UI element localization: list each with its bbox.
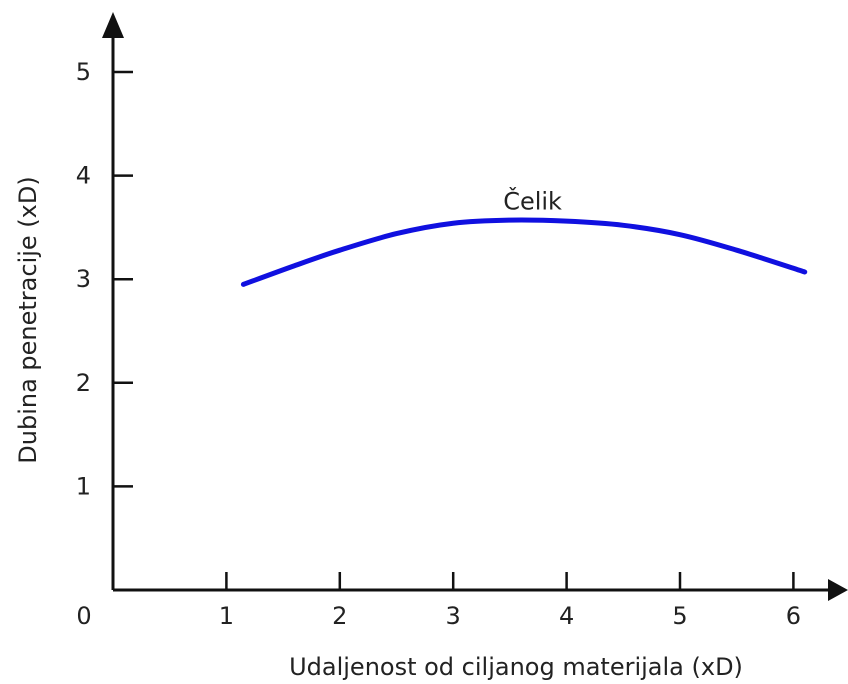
series-annotation-label: Čelik xyxy=(503,186,562,216)
x-tick-label: 5 xyxy=(672,602,687,630)
y-tick-label: 4 xyxy=(76,162,91,190)
x-tick-label: 6 xyxy=(786,602,801,630)
y-tick-label: 2 xyxy=(76,369,91,397)
x-tick-label: 1 xyxy=(219,602,234,630)
x-ticks: 1 2 3 4 5 6 xyxy=(219,572,801,630)
y-tick-label: 3 xyxy=(76,265,91,293)
x-axis-title: Udaljenost od ciljanog materijala (xD) xyxy=(289,653,743,681)
y-tick-label: 1 xyxy=(76,472,91,500)
series-line-celik xyxy=(240,217,808,287)
x-tick-label: 3 xyxy=(446,602,461,630)
x-axis-arrow xyxy=(828,579,848,601)
x-tick-label: 2 xyxy=(332,602,347,630)
y-axis-title: Dubina penetracije (xD) xyxy=(14,176,42,463)
axes xyxy=(102,12,848,601)
y-axis-arrow xyxy=(102,12,124,38)
annotation-layer: Čelik xyxy=(503,186,562,216)
series-layer xyxy=(240,217,808,287)
y-ticks: 1 2 3 4 5 xyxy=(76,58,133,500)
origin-label: 0 xyxy=(76,602,91,630)
x-tick-label: 4 xyxy=(559,602,574,630)
y-tick-label: 5 xyxy=(76,58,91,86)
